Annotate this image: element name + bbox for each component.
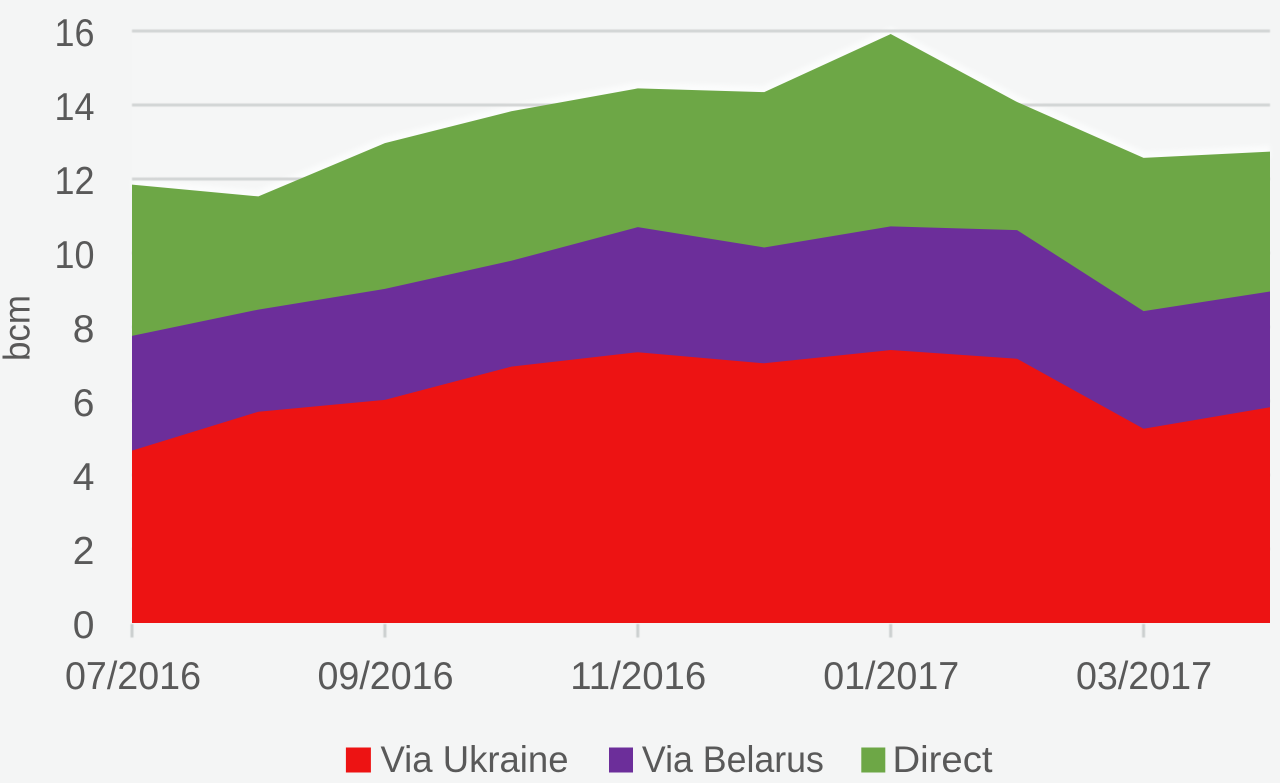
svg-text:4: 4 [73, 456, 95, 499]
svg-text:09/2016: 09/2016 [318, 655, 454, 698]
svg-text:bcm: bcm [0, 295, 38, 361]
svg-text:16: 16 [55, 12, 95, 55]
svg-text:01/2017: 01/2017 [823, 655, 959, 698]
svg-text:14: 14 [55, 86, 95, 129]
svg-text:07/2016: 07/2016 [65, 655, 201, 698]
svg-text:03/2017: 03/2017 [1076, 655, 1212, 698]
svg-text:Direct: Direct [893, 738, 994, 780]
svg-text:2: 2 [73, 530, 95, 573]
svg-text:Via Ukraine: Via Ukraine [381, 738, 569, 780]
svg-text:6: 6 [73, 382, 95, 425]
svg-text:8: 8 [73, 308, 95, 351]
svg-text:12: 12 [55, 160, 95, 203]
svg-text:0: 0 [73, 604, 95, 647]
svg-text:11/2016: 11/2016 [570, 655, 706, 698]
svg-text:Via Belarus: Via Belarus [642, 738, 824, 780]
svg-text:10: 10 [55, 234, 95, 277]
